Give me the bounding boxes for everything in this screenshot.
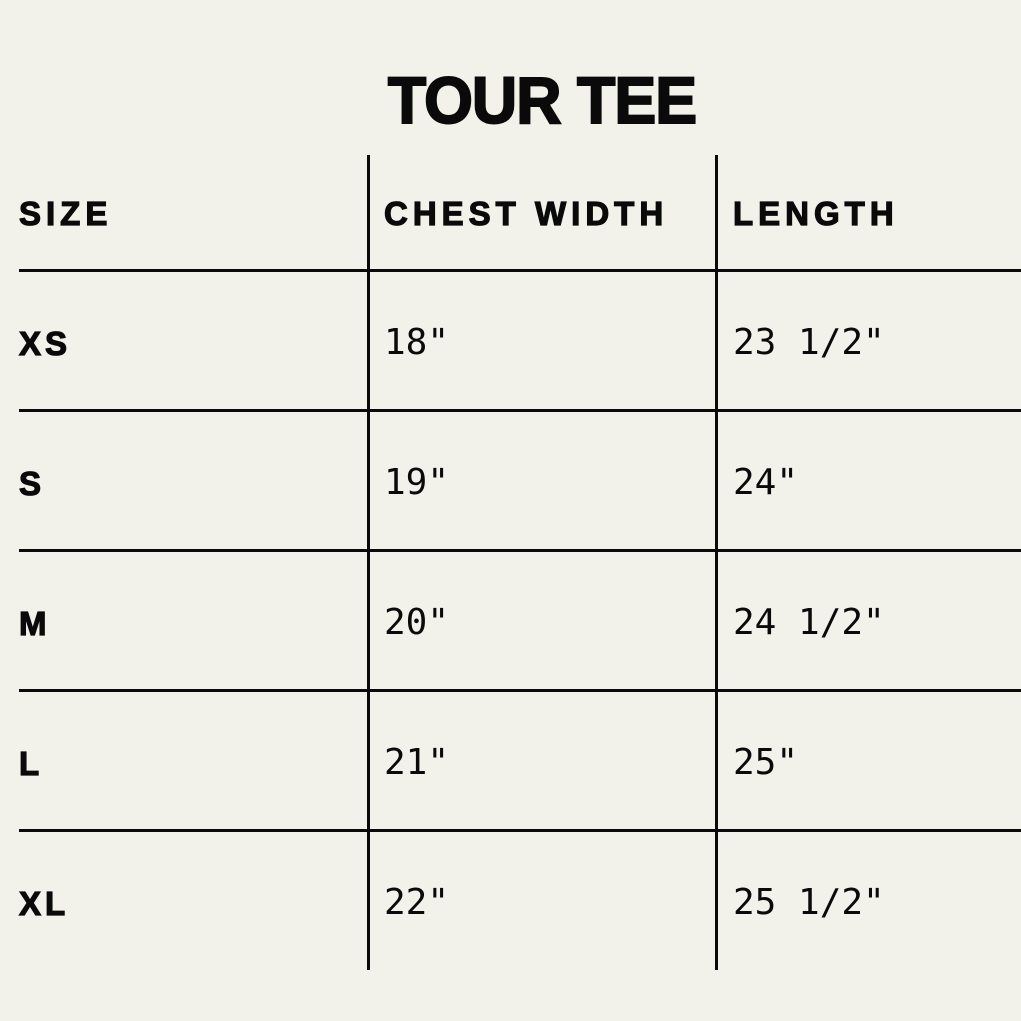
size-cell: XL [18, 885, 70, 922]
size-cell: M [18, 605, 51, 642]
chart-title: TOUR TEE [387, 62, 698, 138]
length-cell: 25" [733, 742, 799, 783]
row-divider [19, 549, 1021, 552]
header-chest-width: CHEST WIDTH [383, 195, 669, 232]
chest-cell: 18" [384, 322, 450, 363]
row-divider [19, 409, 1021, 412]
column-divider [367, 155, 370, 970]
header-size: SIZE [18, 195, 113, 232]
row-divider [19, 269, 1021, 272]
length-cell: 23 1/2" [733, 322, 885, 363]
row-divider [19, 829, 1021, 832]
chest-cell: 22" [384, 882, 450, 923]
length-cell: 24" [733, 462, 799, 503]
row-divider [19, 689, 1021, 692]
length-cell: 24 1/2" [733, 602, 885, 643]
size-cell: S [18, 465, 46, 502]
chest-cell: 21" [384, 742, 450, 783]
size-cell: XS [18, 325, 72, 362]
chest-cell: 20" [384, 602, 450, 643]
length-cell: 25 1/2" [733, 882, 885, 923]
chest-cell: 19" [384, 462, 450, 503]
header-length: LENGTH [732, 195, 899, 232]
size-cell: L [18, 745, 44, 782]
column-divider [715, 155, 718, 970]
